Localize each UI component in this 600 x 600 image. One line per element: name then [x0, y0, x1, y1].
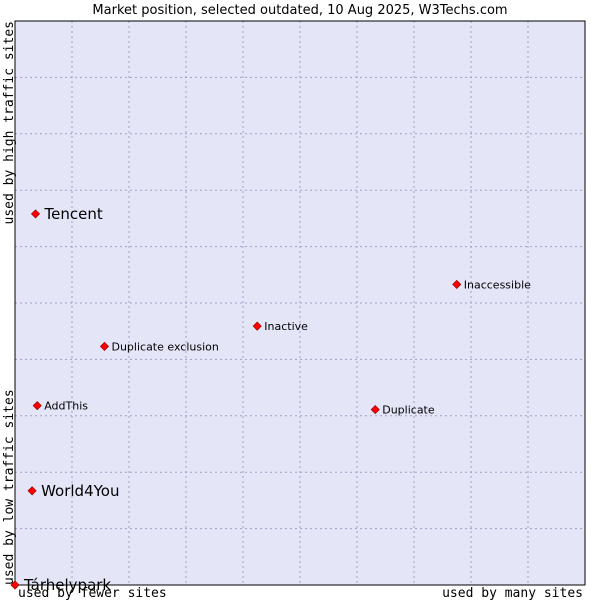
data-point: World4You: [27, 482, 119, 500]
data-point: Duplicate exclusion: [99, 340, 219, 353]
point-marker: [32, 401, 42, 411]
point-label: Inaccessible: [464, 278, 531, 291]
chart-title: Market position, selected outdated, 10 A…: [92, 3, 507, 18]
point-label: Duplicate exclusion: [111, 340, 218, 353]
point-marker: [252, 321, 262, 331]
point-label: Duplicate: [382, 404, 435, 417]
data-point: Tárhelypark: [10, 576, 111, 594]
data-points: Tencent Inaccessible Inactive Duplicate exc…: [10, 205, 531, 594]
data-point: Inactive: [252, 320, 308, 333]
point-label: Tárhelypark: [23, 576, 111, 594]
point-label: Tencent: [44, 205, 103, 223]
y-axis-label-top: used by high traffic sites: [2, 21, 17, 225]
data-point: Tencent: [30, 205, 103, 223]
plot-frame: [14, 20, 586, 586]
y-axis-label-bottom: used by low traffic sites: [2, 389, 17, 585]
point-label: World4You: [41, 482, 119, 500]
grid-lines: [15, 21, 585, 585]
x-axis-label-left: used by fewer sites: [18, 586, 167, 600]
point-marker: [10, 580, 20, 590]
point-label: Inactive: [264, 320, 308, 333]
point-marker: [370, 405, 380, 415]
point-marker: [99, 341, 110, 351]
data-point: Inaccessible: [452, 278, 531, 291]
point-marker: [30, 209, 41, 219]
point-marker: [452, 279, 462, 289]
data-point: AddThis: [32, 400, 88, 413]
data-point: Duplicate: [370, 404, 435, 417]
point-marker: [27, 486, 37, 496]
x-axis-label-right: used by many sites: [442, 586, 583, 600]
point-label: AddThis: [44, 400, 88, 413]
